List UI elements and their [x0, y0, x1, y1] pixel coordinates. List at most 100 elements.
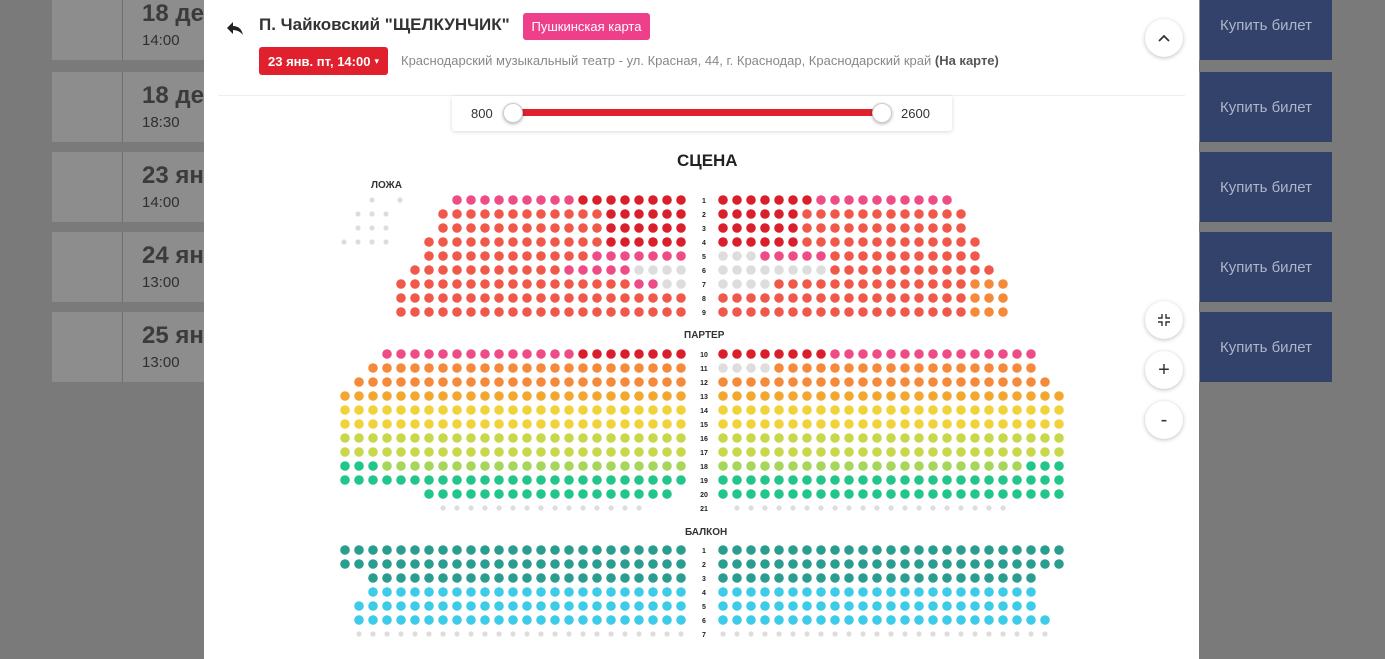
seat[interactable]	[872, 377, 882, 387]
seat[interactable]	[858, 405, 868, 415]
seat[interactable]	[452, 475, 462, 485]
seat[interactable]	[536, 559, 546, 569]
seat[interactable]	[592, 419, 602, 429]
seat[interactable]	[466, 265, 476, 275]
seat[interactable]	[578, 377, 588, 387]
seat[interactable]	[466, 363, 476, 373]
seat[interactable]	[676, 363, 686, 373]
seat[interactable]	[942, 363, 952, 373]
seat[interactable]	[956, 209, 966, 219]
seat[interactable]	[410, 405, 420, 415]
seat[interactable]	[634, 601, 644, 611]
seat[interactable]	[676, 307, 686, 317]
seat[interactable]	[970, 391, 980, 401]
seat[interactable]	[844, 615, 854, 625]
seat[interactable]	[900, 489, 910, 499]
seat[interactable]	[928, 615, 938, 625]
seat[interactable]	[410, 265, 420, 275]
seat[interactable]	[634, 223, 644, 233]
seat[interactable]	[522, 559, 532, 569]
seat[interactable]	[424, 545, 434, 555]
seat[interactable]	[886, 377, 896, 387]
seat[interactable]	[886, 405, 896, 415]
seat[interactable]	[1026, 545, 1036, 555]
seat[interactable]	[466, 279, 476, 289]
seat[interactable]	[732, 293, 742, 303]
seat[interactable]	[802, 545, 812, 555]
seat[interactable]	[508, 265, 518, 275]
seat[interactable]	[606, 209, 616, 219]
seat[interactable]	[720, 631, 726, 637]
seat[interactable]	[550, 615, 560, 625]
seat[interactable]	[830, 461, 840, 471]
seat[interactable]	[818, 631, 824, 637]
seat[interactable]	[998, 447, 1008, 457]
seat[interactable]	[676, 195, 686, 205]
seat[interactable]	[914, 405, 924, 415]
seat[interactable]	[900, 433, 910, 443]
seat[interactable]	[452, 587, 462, 597]
seat[interactable]	[872, 587, 882, 597]
seat[interactable]	[550, 265, 560, 275]
seat[interactable]	[802, 419, 812, 429]
seat[interactable]	[580, 505, 586, 511]
seat[interactable]	[494, 209, 504, 219]
seat[interactable]	[914, 433, 924, 443]
seat[interactable]	[522, 447, 532, 457]
seat[interactable]	[802, 461, 812, 471]
seat[interactable]	[998, 433, 1008, 443]
seat[interactable]	[872, 307, 882, 317]
seat[interactable]	[846, 505, 852, 511]
seat[interactable]	[592, 475, 602, 485]
seat[interactable]	[774, 419, 784, 429]
seat[interactable]	[494, 419, 504, 429]
seat[interactable]	[858, 587, 868, 597]
seat[interactable]	[718, 489, 728, 499]
seat[interactable]	[858, 615, 868, 625]
seat[interactable]	[942, 279, 952, 289]
seat[interactable]	[564, 419, 574, 429]
seat[interactable]	[648, 209, 658, 219]
seat[interactable]	[802, 195, 812, 205]
zoom-in-button[interactable]: +	[1145, 351, 1183, 389]
seat[interactable]	[760, 475, 770, 485]
seat[interactable]	[648, 475, 658, 485]
seat[interactable]	[844, 251, 854, 261]
seat[interactable]	[397, 197, 403, 203]
seat[interactable]	[858, 461, 868, 471]
seat[interactable]	[1040, 475, 1050, 485]
seat[interactable]	[1054, 475, 1064, 485]
seat[interactable]	[900, 195, 910, 205]
seat[interactable]	[494, 251, 504, 261]
seat[interactable]	[426, 631, 432, 637]
seat[interactable]	[732, 615, 742, 625]
seat[interactable]	[622, 505, 628, 511]
seat[interactable]	[592, 377, 602, 387]
seat[interactable]	[564, 209, 574, 219]
seat[interactable]	[468, 631, 474, 637]
seat[interactable]	[956, 405, 966, 415]
seat[interactable]	[802, 209, 812, 219]
seat[interactable]	[494, 265, 504, 275]
seat[interactable]	[648, 489, 658, 499]
seat[interactable]	[972, 631, 978, 637]
seat[interactable]	[592, 363, 602, 373]
seat[interactable]	[452, 615, 462, 625]
seat[interactable]	[438, 223, 448, 233]
seat[interactable]	[356, 631, 362, 637]
seat[interactable]	[760, 293, 770, 303]
seat[interactable]	[984, 461, 994, 471]
seat[interactable]	[886, 279, 896, 289]
seat[interactable]	[340, 475, 350, 485]
seat[interactable]	[858, 433, 868, 443]
seat[interactable]	[956, 545, 966, 555]
seat[interactable]	[564, 265, 574, 275]
seat[interactable]	[662, 349, 672, 359]
seat[interactable]	[860, 631, 866, 637]
seat[interactable]	[578, 615, 588, 625]
seat[interactable]	[564, 363, 574, 373]
seat[interactable]	[536, 293, 546, 303]
seat[interactable]	[858, 391, 868, 401]
seat[interactable]	[900, 587, 910, 597]
seat[interactable]	[522, 349, 532, 359]
